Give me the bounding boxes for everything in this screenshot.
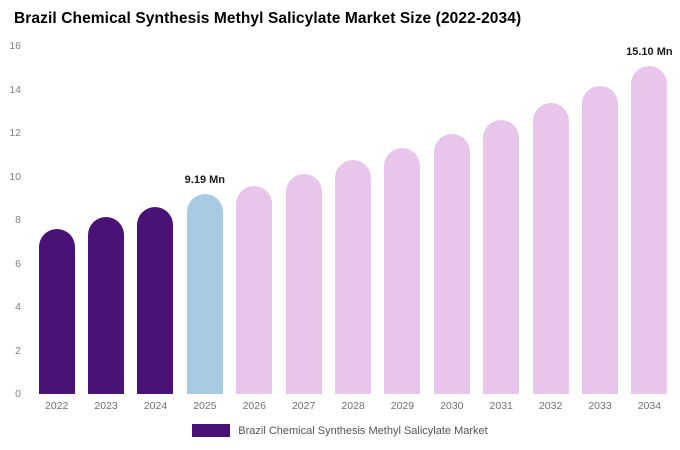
x-axis: 2022 2023 2024 2025 2026 2027 2028 2029 2030 2031… <box>32 400 674 412</box>
bar-column: 15.10 Mn <box>625 46 674 394</box>
bar-2024 <box>137 206 174 394</box>
bar-column <box>32 46 81 394</box>
legend: Brazil Chemical Synthesis Methyl Salicyl… <box>0 424 680 437</box>
bar-column <box>81 46 130 394</box>
bar-2032 <box>532 102 569 394</box>
x-tick-label-2023: 2023 <box>94 400 118 412</box>
bar-2023 <box>88 216 125 394</box>
bar-2031 <box>483 119 520 394</box>
bar-column <box>279 46 328 394</box>
bar-column <box>378 46 427 394</box>
data-label-2025: 9.19 Mn <box>184 174 226 187</box>
bar-column <box>526 46 575 394</box>
y-tick-label: 0 <box>15 388 21 400</box>
x-tick-label-2025: 2025 <box>193 400 217 412</box>
x-tick-label-2031: 2031 <box>489 400 513 412</box>
bar-column <box>328 46 377 394</box>
y-tick-label: 4 <box>15 301 21 313</box>
legend-label: Brazil Chemical Synthesis Methyl Salicyl… <box>238 424 488 437</box>
bar-2028 <box>335 160 372 394</box>
bar-column <box>477 46 526 394</box>
x-tick-label-2027: 2027 <box>291 400 316 412</box>
bar-2030 <box>433 134 470 394</box>
y-axis: 0 2 4 6 8 10 12 14 16 <box>0 40 26 400</box>
bar-column <box>230 46 279 394</box>
bar-column <box>427 46 476 394</box>
y-tick-label: 12 <box>9 127 21 139</box>
x-tick-label-2033: 2033 <box>588 400 612 412</box>
bar-2022 <box>38 228 75 394</box>
x-tick-label-2030: 2030 <box>440 400 464 412</box>
x-tick-label-2024: 2024 <box>143 400 168 412</box>
x-tick-label-2022: 2022 <box>45 400 69 412</box>
bar-column: 9.19 Mn <box>180 46 229 394</box>
bar-2027 <box>285 174 322 394</box>
x-tick-label-2026: 2026 <box>242 400 266 412</box>
y-tick-label: 6 <box>15 257 21 270</box>
plot-area: 9.19 Mn 15.10 Mn <box>32 46 674 394</box>
y-tick-label: 14 <box>9 83 21 96</box>
bar-2033 <box>581 86 618 394</box>
bar-2025 <box>186 194 223 394</box>
y-tick-label: 10 <box>9 170 21 183</box>
y-tick-label: 8 <box>15 214 21 226</box>
x-tick-label-2029: 2029 <box>390 400 415 412</box>
legend-swatch <box>192 424 231 437</box>
x-tick-label-2032: 2032 <box>538 400 563 412</box>
y-tick-label: 2 <box>15 344 21 357</box>
chart-title: Brazil Chemical Synthesis Methyl Salicyl… <box>14 10 522 27</box>
bar-2026 <box>236 186 273 394</box>
bar-2029 <box>384 148 421 394</box>
bar-2034 <box>631 65 668 394</box>
bar-column <box>131 46 180 394</box>
y-tick-label: 16 <box>9 40 21 52</box>
data-label-2034: 15.10 Mn <box>626 45 673 58</box>
bar-column <box>575 46 624 394</box>
x-tick-label-2028: 2028 <box>341 400 365 412</box>
x-tick-label-2034: 2034 <box>637 400 662 412</box>
